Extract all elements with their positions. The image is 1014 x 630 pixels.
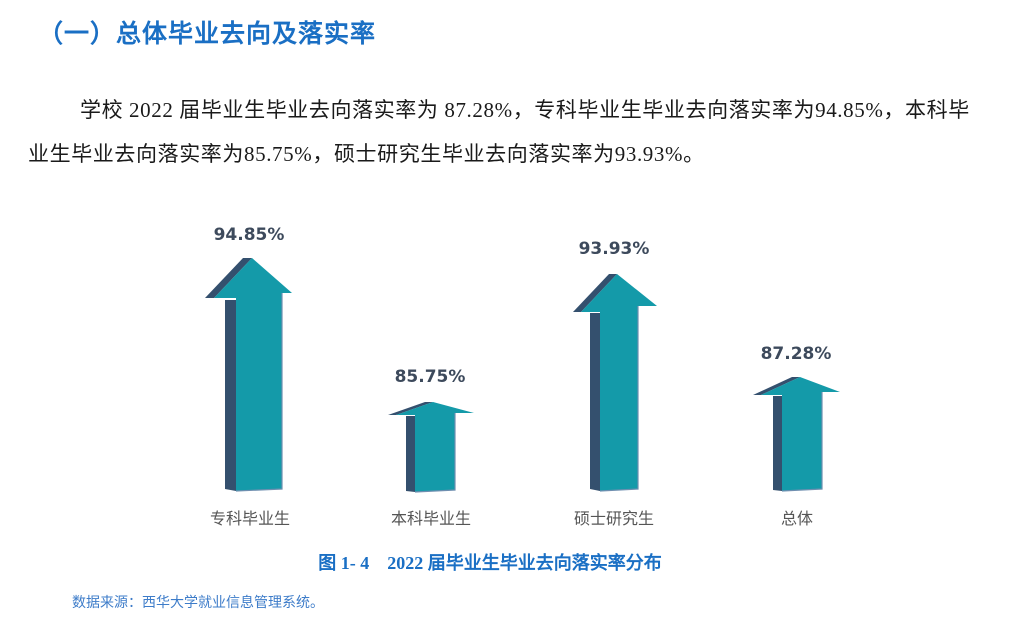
category-label-undergraduate: 本科毕业生 bbox=[390, 509, 472, 528]
arrow-bar-overall bbox=[753, 377, 840, 492]
value-label-master: 93.93% bbox=[578, 239, 650, 259]
summary-paragraph: 学校 2022 届毕业生毕业去向落实率为 87.28%，专科毕业生毕业去向落实率… bbox=[28, 98, 970, 166]
chart-canvas bbox=[205, 258, 840, 493]
arrow-bar-chart: 94.85% 85.75% 93.93% 87.28% 专科毕业生 本科毕业生 … bbox=[0, 200, 1014, 540]
category-label-overall: 总体 bbox=[780, 509, 814, 528]
figure-caption: 图 1- 4 2022 届毕业生毕业去向落实率分布 bbox=[318, 553, 662, 573]
value-label-overall: 87.28% bbox=[760, 344, 832, 364]
section-title: （一）总体毕业去向及落实率 bbox=[38, 19, 377, 48]
arrow-bar-master bbox=[573, 274, 657, 492]
value-label-vocational: 94.85% bbox=[213, 225, 285, 245]
data-source-note: 数据来源：西华大学就业信息管理系统。 bbox=[72, 595, 324, 611]
category-label-master: 硕士研究生 bbox=[573, 509, 655, 528]
category-label-vocational: 专科毕业生 bbox=[209, 509, 291, 528]
arrow-bar-vocational bbox=[205, 258, 292, 492]
value-label-undergraduate: 85.75% bbox=[394, 367, 466, 387]
arrow-bar-undergraduate bbox=[388, 402, 474, 493]
